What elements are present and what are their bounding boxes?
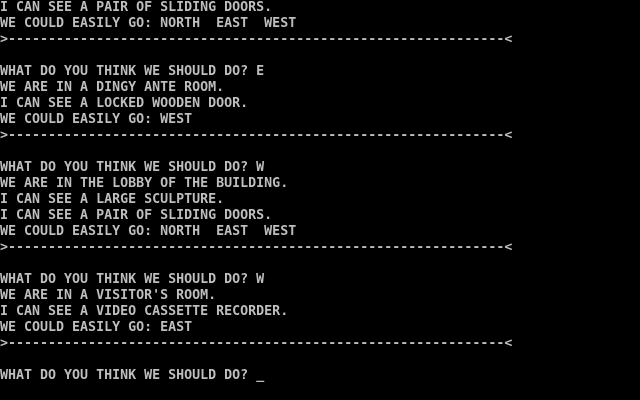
- prompt-history-line: WHAT DO YOU THINK WE SHOULD DO? W: [0, 160, 265, 175]
- prompt-history-line: WHAT DO YOU THINK WE SHOULD DO? E: [0, 64, 265, 79]
- blank-line: [0, 144, 640, 160]
- prompt-text: WHAT DO YOU THINK WE SHOULD DO?: [0, 368, 257, 383]
- room-description-line: WE ARE IN A DINGY ANTE ROOM.: [0, 80, 225, 95]
- prompt-history-line: WHAT DO YOU THINK WE SHOULD DO? W: [0, 272, 265, 287]
- command-prompt-line[interactable]: WHAT DO YOU THINK WE SHOULD DO? _: [0, 368, 640, 384]
- exits-line: WE COULD EASILY GO: EAST: [0, 320, 193, 335]
- blank-line: [0, 48, 640, 64]
- object-sighting-line: I CAN SEE A LARGE SCULPTURE.: [0, 192, 225, 207]
- divider-line: >---------------------------------------…: [0, 240, 513, 255]
- room-description-line: WE ARE IN A VISITOR'S ROOM.: [0, 288, 217, 303]
- object-sighting-line: I CAN SEE A LOCKED WOODEN DOOR.: [0, 96, 249, 111]
- divider-line: >---------------------------------------…: [0, 336, 513, 351]
- blank-line: [0, 352, 640, 368]
- divider-line: >---------------------------------------…: [0, 128, 513, 143]
- object-sighting-line: I CAN SEE A PAIR OF SLIDING DOORS.: [0, 0, 273, 15]
- blank-line: [0, 256, 640, 272]
- object-sighting-line: I CAN SEE A VIDEO CASSETTE RECORDER.: [0, 304, 289, 319]
- object-sighting-line: I CAN SEE A PAIR OF SLIDING DOORS.: [0, 208, 273, 223]
- exits-line: WE COULD EASILY GO: NORTH EAST WEST: [0, 16, 297, 31]
- exits-line: WE COULD EASILY GO: NORTH EAST WEST: [0, 224, 297, 239]
- room-description-line: WE ARE IN THE LOBBY OF THE BUILDING.: [0, 176, 289, 191]
- divider-line: >---------------------------------------…: [0, 32, 513, 47]
- exits-line: WE COULD EASILY GO: WEST: [0, 112, 193, 127]
- blank-line: [0, 384, 640, 400]
- text-cursor: _: [256, 368, 265, 383]
